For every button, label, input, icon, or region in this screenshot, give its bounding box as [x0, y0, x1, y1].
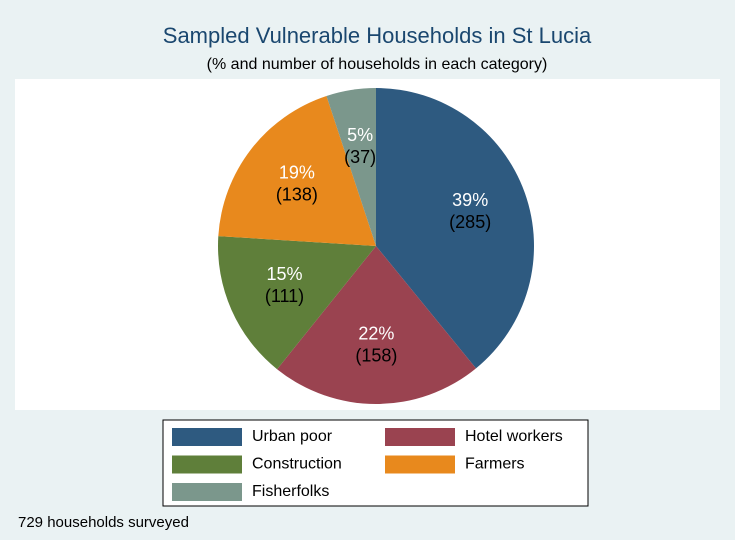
- note: 729 households surveyed: [18, 514, 189, 531]
- legend-swatch: [385, 428, 455, 446]
- percent-label: 39%: [452, 190, 488, 210]
- count-label: (138): [276, 185, 318, 205]
- pie-slice: [218, 95, 376, 246]
- legend-label: Construction: [252, 456, 342, 473]
- percent-label: 5%: [347, 125, 373, 145]
- count-label: (37): [344, 147, 376, 167]
- pie-slice: [376, 88, 535, 369]
- pie-slice: [218, 236, 376, 370]
- percent-label: 15%: [267, 264, 303, 284]
- legend-swatch: [172, 428, 242, 446]
- count-label: (285): [449, 212, 491, 232]
- legend-label: Urban poor: [252, 428, 333, 445]
- legend-swatch: [172, 455, 242, 474]
- count-label: (111): [265, 286, 304, 306]
- percent-label: 22%: [358, 324, 394, 344]
- count-label: (158): [355, 346, 397, 366]
- pie-slice: [277, 246, 476, 405]
- legend-label: Hotel workers: [465, 428, 563, 445]
- chart-subtitle: (% and number of households in each cate…: [207, 56, 548, 73]
- percent-label: 19%: [279, 163, 315, 183]
- legend-label: Fisherfolks: [252, 483, 329, 500]
- legend-label: Farmers: [465, 456, 525, 473]
- pie-slice: [326, 88, 376, 246]
- chart-title: Sampled Vulnerable Households in St Luci…: [163, 23, 592, 48]
- legend-swatch: [385, 455, 455, 474]
- legend-swatch: [172, 483, 242, 501]
